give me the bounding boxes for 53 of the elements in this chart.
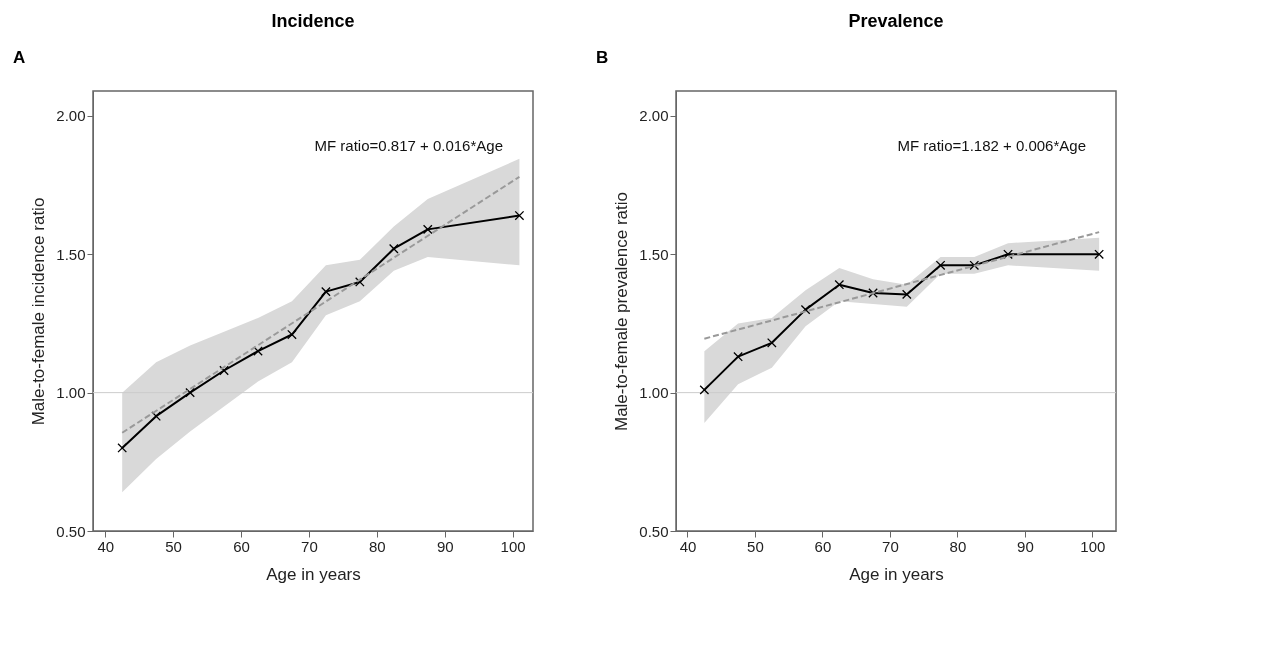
point bbox=[901, 289, 912, 300]
x-tick-label: 60 bbox=[233, 537, 250, 555]
text: A bbox=[13, 48, 26, 67]
point bbox=[767, 337, 777, 348]
point bbox=[969, 260, 980, 271]
x-tick-label: 50 bbox=[165, 537, 182, 555]
text: B bbox=[596, 48, 609, 67]
y-tick-label: 0.50 bbox=[639, 522, 669, 540]
y-tick-label: 1.00 bbox=[56, 384, 86, 402]
x-tick-label: 90 bbox=[436, 537, 454, 555]
x-tick-label: 90 bbox=[1017, 537, 1034, 555]
annotation: MF ratio=0.817 + 0.016*Age bbox=[314, 137, 503, 154]
x-tick-label: 40 bbox=[97, 537, 115, 555]
x-tick-label: 40 bbox=[679, 537, 697, 555]
point bbox=[185, 387, 195, 398]
point bbox=[733, 351, 743, 362]
chart-title: Prevalence bbox=[848, 11, 944, 31]
y-tick-label: 2.00 bbox=[639, 107, 669, 125]
point bbox=[800, 304, 811, 315]
y-axis-title: Male-to-female prevalence ratio bbox=[612, 191, 632, 432]
y-tick-label: 1.50 bbox=[639, 245, 669, 263]
point bbox=[253, 346, 263, 356]
point bbox=[1003, 249, 1013, 260]
annotation: MF ratio=1.182 + 0.006*Age bbox=[897, 137, 1086, 154]
point bbox=[868, 288, 878, 298]
point bbox=[117, 443, 128, 453]
point bbox=[514, 210, 525, 221]
point bbox=[219, 365, 229, 376]
x-tick-label: 80 bbox=[368, 537, 386, 555]
x-tick-label: 70 bbox=[882, 537, 899, 555]
point bbox=[699, 385, 710, 395]
point bbox=[355, 277, 365, 287]
point bbox=[1094, 249, 1104, 260]
x-axis-title: Age in years bbox=[266, 564, 361, 584]
x-tick-label: 50 bbox=[747, 537, 764, 555]
x-tick-label: 80 bbox=[949, 537, 967, 555]
y-tick-label: 2.00 bbox=[56, 107, 86, 125]
point bbox=[834, 279, 845, 290]
chart-title: Incidence bbox=[271, 11, 355, 31]
y-tick-label: 1.00 bbox=[639, 384, 669, 402]
x-tick-label: 100 bbox=[1080, 537, 1106, 555]
point bbox=[321, 286, 331, 297]
x-tick-label: 60 bbox=[814, 537, 832, 555]
y-tick-label: 0.50 bbox=[56, 522, 86, 540]
x-axis-title: Age in years bbox=[849, 564, 944, 584]
x-tick-label: 70 bbox=[301, 537, 318, 555]
point bbox=[422, 224, 433, 235]
point bbox=[935, 260, 946, 271]
x-tick-label: 100 bbox=[500, 537, 526, 555]
point bbox=[388, 243, 399, 254]
y-axis-title: Male-to-female incidence ratio bbox=[29, 197, 49, 426]
y-tick-label: 1.50 bbox=[56, 245, 86, 263]
point bbox=[287, 329, 297, 340]
